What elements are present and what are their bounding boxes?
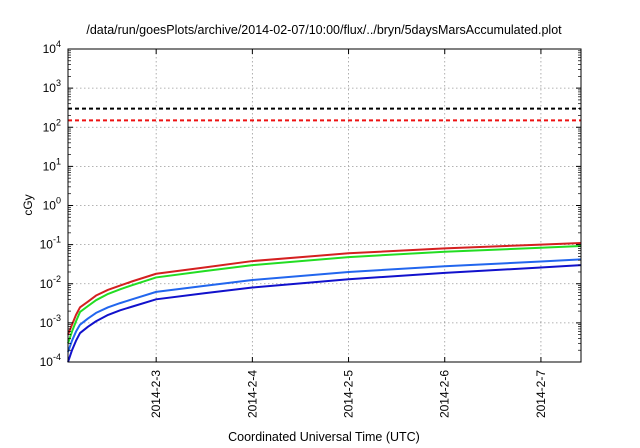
y-tick-label: 104 (43, 39, 61, 56)
grid-lines (68, 49, 581, 362)
series-layer (67, 242, 582, 363)
x-tick-label: 2014-2-4 (245, 370, 259, 418)
x-tick-label: 2014-2-6 (438, 370, 452, 418)
x-axis: 2014-2-3 2014-2-4 2014-2-5 2014-2-6 2014-2-7 (149, 49, 548, 418)
y-axis-label: cGy (21, 194, 35, 215)
chart-title: /data/run/goesPlots/archive/2014-02-07/1… (86, 23, 562, 37)
series-line (67, 242, 582, 336)
x-tick-label: 2014-2-3 (149, 370, 163, 418)
y-tick-label: 10-2 (40, 274, 61, 291)
y-axis: 10-4 10-3 10-2 10-1 100 101 102 103 104 (40, 39, 581, 369)
y-tick-label: 100 (43, 196, 61, 213)
x-tick-label: 2014-2-5 (342, 370, 356, 418)
series-line (67, 264, 582, 363)
y-tick-label: 10-4 (40, 352, 61, 369)
series-line (67, 245, 582, 344)
y-tick-label: 103 (43, 78, 61, 95)
reference-lines (68, 107, 581, 122)
y-tick-label: 101 (43, 156, 61, 173)
y-tick-label: 10-3 (40, 313, 61, 330)
x-tick-label: 2014-2-7 (534, 370, 548, 418)
y-tick-label: 102 (43, 117, 61, 134)
series-line (67, 258, 582, 353)
y-tick-label: 10-1 (40, 235, 61, 252)
x-axis-label: Coordinated Universal Time (UTC) (228, 430, 420, 444)
